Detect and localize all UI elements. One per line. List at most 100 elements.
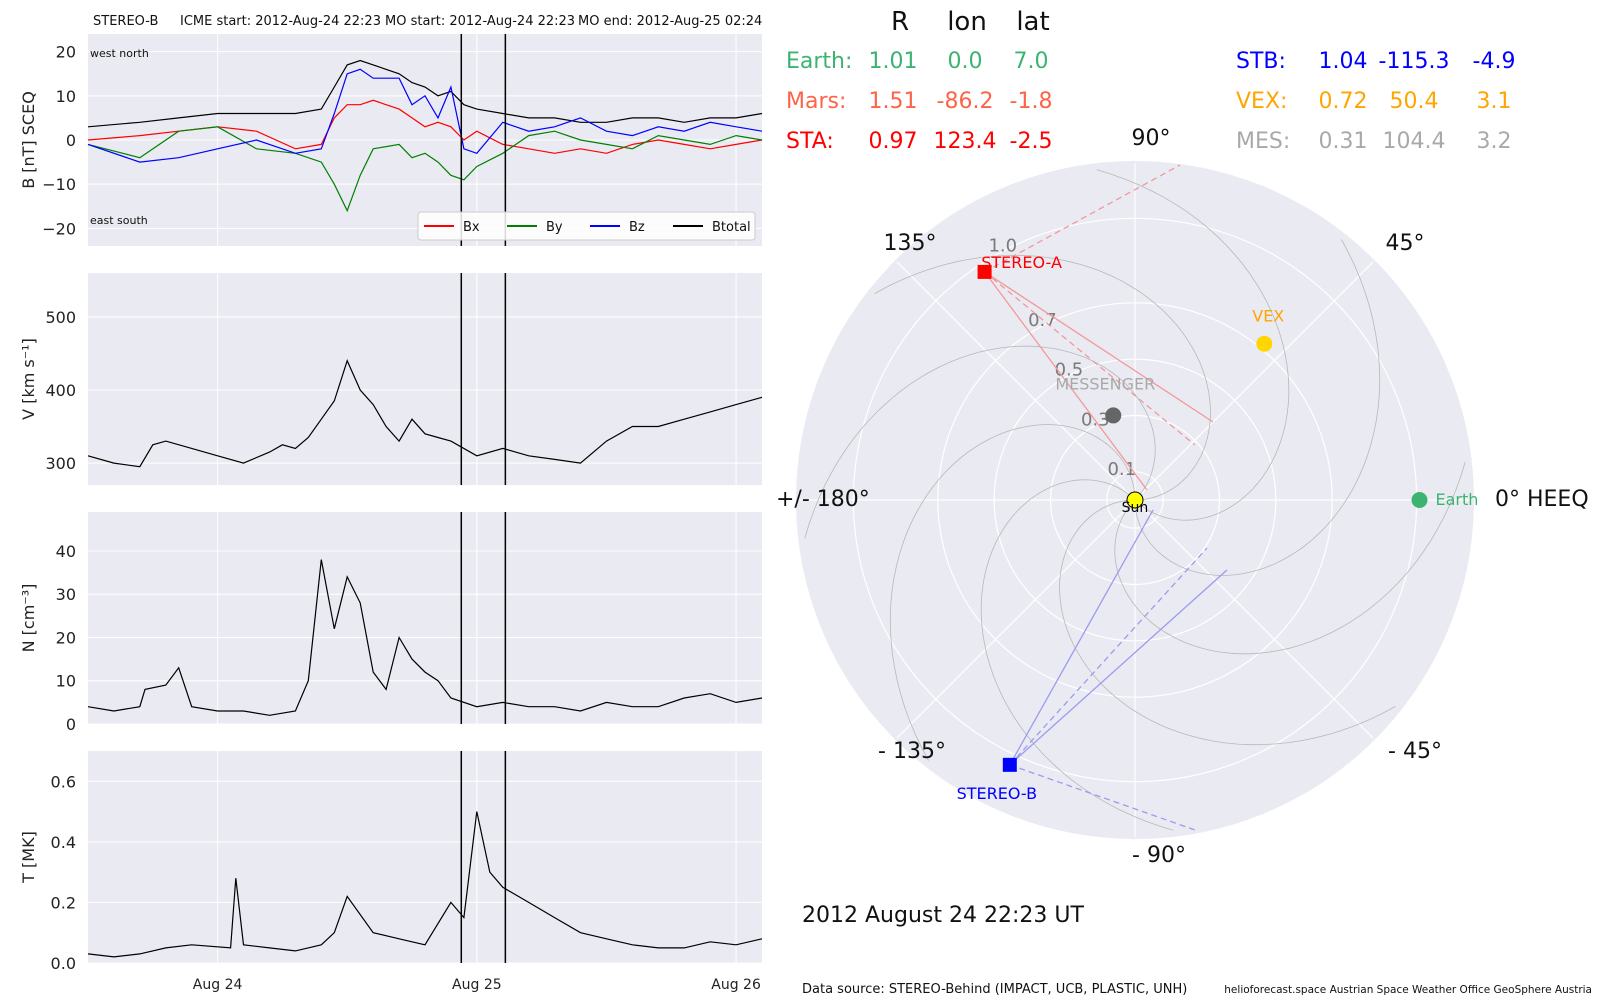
stb-edge-line — [1009, 764, 1196, 831]
stb-fov-line — [1009, 569, 1228, 766]
y-tick-label: 300 — [45, 454, 76, 473]
table-left-mars-name: Mars: — [786, 89, 846, 114]
earth-label: Earth — [1435, 490, 1478, 509]
polar-spoke — [895, 499, 1136, 740]
legend-label-bx: Bx — [463, 220, 480, 235]
table-right-vex-lon: 50.4 — [1390, 89, 1439, 114]
table-left-mars-lon: -86.2 — [937, 89, 994, 114]
table-right-vex-lat: 3.1 — [1477, 89, 1512, 114]
sta-dashed-line — [984, 271, 1196, 446]
y-tick-label: 0 — [66, 131, 76, 150]
y-tick-label: 0.2 — [51, 893, 76, 912]
header-mo-end: MO end: 2012-Aug-25 02:24 — [578, 14, 762, 29]
table-right-vex-name: VEX: — [1236, 89, 1287, 114]
table-right-mes-name: MES: — [1236, 129, 1290, 154]
y-tick-label: 20 — [56, 628, 76, 647]
panel-magnetic-field: 20 10 0 −10 −20 B [nT] SCEQ — [19, 34, 763, 246]
sta-edge-line — [984, 164, 1181, 273]
parker-spiral — [1114, 461, 1466, 655]
series-line-bz — [87, 68, 763, 163]
angular-tick-label: - 90° — [1132, 843, 1186, 868]
angular-tick-label: - 135° — [878, 739, 946, 764]
angular-tick-label: - 45° — [1388, 739, 1442, 764]
polar-border — [796, 161, 1474, 839]
plot-area — [88, 751, 762, 963]
corner-label-east-south: east south — [90, 214, 148, 227]
sun-label: Sun — [1122, 500, 1149, 516]
y-tick-label: 20 — [56, 43, 76, 62]
position-table-rows: Earth: 1.01 0.0 7.0 Mars: 1.51 -86.2 -1.8 STA: 0.… — [786, 49, 1515, 154]
y-tick-label: 400 — [45, 381, 76, 400]
y-tick-label: 500 — [45, 308, 76, 327]
b-legend: Bx By Bz Btotal — [417, 211, 756, 241]
y-axis-label: B [nT] SCEQ — [19, 91, 38, 189]
table-left-earth-lat: 7.0 — [1014, 49, 1049, 74]
series-line-speed — [87, 359, 763, 468]
series-line-bx — [87, 99, 763, 154]
legend-label-btotal: Btotal — [712, 220, 751, 235]
stereo-a-label: STEREO-A — [981, 253, 1062, 272]
table-left-sta-r: 0.97 — [869, 129, 918, 154]
series-line-temperature — [87, 811, 763, 958]
stereo-a-marker — [977, 264, 992, 279]
table-left-earth-name: Earth: — [786, 49, 852, 74]
credits-note: helioforecast.space Austrian Space Weath… — [1224, 984, 1592, 996]
position-table: R lon lat — [891, 7, 1050, 37]
parker-spiral — [804, 345, 1156, 539]
series-line-by — [87, 126, 763, 213]
angular-tick-label: 135° — [884, 231, 937, 256]
table-right-stb-lon: -115.3 — [1379, 49, 1450, 74]
table-right-stb-lat: -4.9 — [1473, 49, 1516, 74]
parker-spiral — [1059, 499, 1396, 746]
event-header: STEREO-B ICME start: 2012-Aug-24 22:23 M… — [93, 14, 762, 29]
x-tick-label: Aug 24 — [193, 977, 243, 993]
angular-tick-label: +/- 180° — [776, 487, 870, 512]
table-left-sta-name: STA: — [786, 129, 834, 154]
x-tick-label: Aug 26 — [711, 977, 761, 993]
header-icme-start: ICME start: 2012-Aug-24 22:23 — [180, 14, 381, 29]
sta-fov-line — [984, 271, 1214, 423]
plot-area — [88, 512, 762, 724]
table-left-sta-lat: -2.5 — [1010, 129, 1053, 154]
angular-tick-label: 90° — [1132, 126, 1171, 151]
parker-spiral — [889, 424, 1136, 761]
y-tick-label: 0 — [66, 715, 76, 734]
y-tick-label: 40 — [56, 542, 76, 561]
angular-tick-label: 45° — [1386, 231, 1425, 256]
y-tick-label: 10 — [56, 672, 76, 691]
stereo-b-marker — [1002, 757, 1017, 772]
table-right-vex-r: 0.72 — [1319, 89, 1368, 114]
table-left-sta-lon: 123.4 — [934, 129, 997, 154]
y-tick-label: 10 — [56, 87, 76, 106]
table-header-lon: lon — [947, 7, 987, 37]
radial-tick-label: 0.7 — [1028, 310, 1057, 331]
panel-density: 40 30 20 10 0 N [cm⁻³] — [19, 512, 763, 734]
polar-spoke — [1134, 260, 1375, 501]
legend-label-by: By — [546, 220, 563, 235]
data-source-note: Data source: STEREO-Behind (IMPACT, UCB,… — [802, 982, 1187, 997]
panel-speed: 500 400 300 V [km s⁻¹] — [19, 273, 763, 485]
corner-label-west-north: west north — [90, 47, 149, 60]
y-axis-label: N [cm⁻³] — [19, 584, 38, 653]
table-right-stb-name: STB: — [1236, 49, 1286, 74]
header-spacecraft: STEREO-B — [93, 14, 158, 29]
table-header-r: R — [891, 7, 909, 37]
x-tick-label: Aug 25 — [452, 977, 502, 993]
polar-spoke — [895, 260, 1136, 501]
header-mo-start: MO start: 2012-Aug-24 22:23 — [385, 14, 575, 29]
y-tick-label: 0.0 — [51, 954, 76, 973]
y-tick-label: 0.4 — [51, 833, 76, 852]
y-axis-label: T [MK] — [19, 831, 38, 884]
radial-tick-label: 1.0 — [988, 235, 1017, 256]
parker-spiral — [980, 479, 1174, 831]
legend-box — [417, 211, 756, 241]
earth-marker — [1411, 492, 1428, 508]
series-line-density — [87, 559, 763, 716]
messenger-label: MESSENGER — [1055, 374, 1155, 393]
timestamp: 2012 August 24 22:23 UT — [802, 903, 1084, 928]
radial-tick-label: 0.1 — [1107, 459, 1136, 480]
parker-spiral — [1096, 169, 1290, 521]
